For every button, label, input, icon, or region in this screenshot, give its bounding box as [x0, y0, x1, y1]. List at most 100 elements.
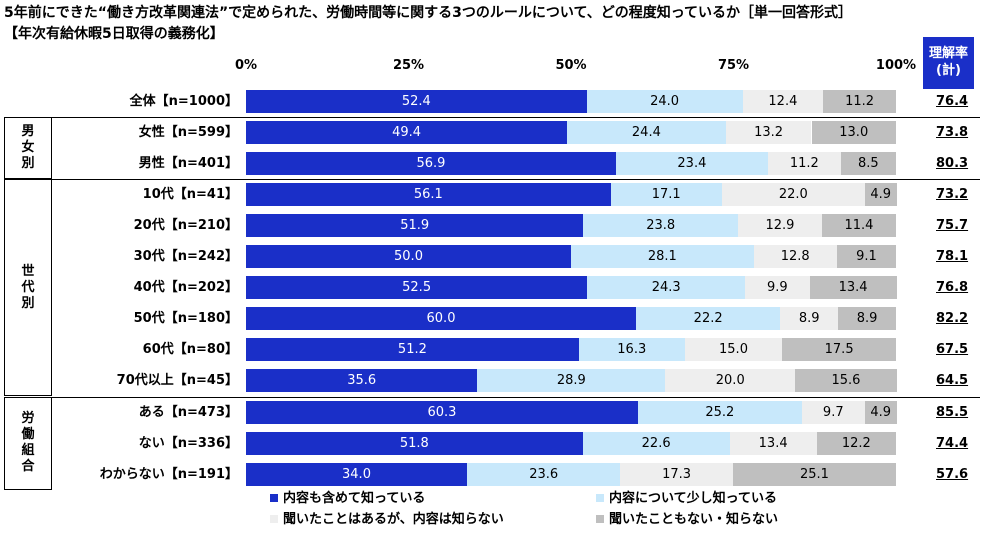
bar-row: 50.0 28.1 12.8 9.1 [246, 245, 896, 268]
bar-segment: 25.1 [732, 462, 896, 486]
data-label: 17.3 [662, 466, 692, 482]
bar-segment: 34.0 [246, 462, 467, 486]
legend-swatch [270, 493, 278, 502]
data-label: 16.3 [617, 342, 647, 358]
bar-segment: 8.9 [838, 307, 896, 331]
understanding-rate: 57.6 [936, 466, 969, 482]
row-label: 10代【n=41】 [142, 186, 238, 202]
bar-segment: 24.0 [586, 89, 743, 113]
data-label: 23.4 [677, 155, 707, 171]
data-label: 52.5 [402, 280, 432, 296]
data-label: 12.8 [780, 249, 810, 264]
bar-segment: 9.9 [745, 276, 810, 300]
bar-segment: 11.4 [821, 213, 896, 237]
row-label: 40代【n=202】 [133, 280, 238, 296]
bar-segment: 17.5 [782, 338, 896, 362]
legend-swatch [596, 493, 604, 502]
row-label: ある【n=473】 [138, 404, 238, 420]
data-label: 9.9 [767, 280, 788, 296]
data-label: 51.9 [400, 217, 430, 233]
bar-segment: 23.4 [615, 151, 768, 175]
group-label-char: 別 [21, 155, 35, 171]
x-axis-tick-label: 50% [555, 58, 587, 73]
data-label: 23.8 [646, 217, 676, 233]
data-label: 13.2 [754, 124, 784, 140]
row-label: 30代【n=242】 [133, 249, 238, 264]
bar-segment: 51.9 [246, 213, 584, 237]
bar-row: 51.8 22.6 13.4 12.2 [246, 431, 896, 455]
group-box [4, 178, 52, 397]
data-label: 52.4 [401, 93, 431, 109]
legend-label: 内容について少し知っている [609, 491, 777, 506]
understanding-rate: 64.5 [936, 373, 969, 389]
group-label-char: 別 [21, 295, 35, 311]
group-label-char: 働 [21, 427, 35, 443]
bar-segment: 13.4 [729, 431, 817, 455]
bar-segment: 17.3 [620, 462, 733, 486]
bar-row: 35.6 28.9 20.0 15.6 [246, 369, 897, 393]
data-label: 35.6 [347, 373, 377, 389]
bar-segment: 50.0 [246, 245, 571, 268]
data-label: 4.9 [870, 186, 892, 202]
data-label: 24.3 [651, 280, 681, 296]
bar-segment: 51.2 [246, 338, 579, 362]
chart-subtitle: 【年次有給休暇5日取得の義務化】 [4, 26, 224, 42]
data-label: 25.1 [799, 466, 829, 482]
data-label: 49.4 [392, 124, 422, 140]
bar-segment: 13.2 [725, 120, 812, 144]
data-label: 22.6 [641, 435, 671, 451]
understanding-rate: 82.2 [936, 311, 969, 327]
data-label: 50.0 [394, 249, 423, 264]
data-label: 9.7 [822, 404, 844, 420]
rate-header-line2: (計) [936, 63, 961, 78]
bar-segment: 22.2 [636, 307, 781, 331]
data-label: 56.1 [413, 186, 443, 202]
row-label: 男性【n=401】 [138, 155, 238, 171]
data-label: 15.0 [719, 342, 748, 358]
row-label: 70代以上【n=45】 [116, 373, 238, 389]
bar-row: 49.4 24.4 13.2 13.0 [246, 120, 896, 144]
group-label-char: 代 [21, 279, 35, 295]
data-label: 13.0 [839, 124, 869, 140]
bar-segment: 4.9 [864, 182, 897, 206]
bar-row: 56.1 17.1 22.0 4.9 [246, 182, 897, 206]
x-axis-tick-label: 100% [875, 58, 917, 73]
legend-item: 聞いたこともない・知らない [596, 511, 778, 529]
data-label: 22.0 [778, 186, 808, 202]
bar-segment: 23.8 [583, 213, 739, 237]
data-label: 25.2 [705, 404, 735, 420]
bar-segment: 49.4 [246, 120, 568, 144]
bar-segment: 35.6 [246, 369, 478, 393]
bar-segment: 17.1 [610, 182, 722, 206]
understanding-rate: 74.4 [936, 435, 969, 451]
bar-segment: 52.5 [246, 276, 588, 300]
data-label: 22.2 [693, 311, 723, 327]
bar-segment: 60.0 [246, 307, 636, 331]
bar-row: 51.9 23.8 12.9 11.4 [246, 213, 896, 237]
row-label: わからない【n=191】 [99, 466, 238, 482]
legend-label: 聞いたことはあるが、内容は知らない [283, 512, 504, 527]
legend-label: 内容も含めて知っている [283, 491, 426, 506]
bar-segment: 56.9 [246, 151, 616, 175]
x-axis-tick-label: 0% [234, 58, 258, 73]
bar-segment: 8.5 [840, 151, 896, 175]
group-box [4, 116, 52, 179]
data-label: 20.0 [715, 373, 745, 389]
rate-header: 理解率 (計) [923, 37, 974, 89]
bar-segment: 60.3 [246, 400, 638, 424]
understanding-rate: 75.7 [936, 217, 969, 233]
bar-segment: 15.0 [684, 338, 783, 362]
bar-row: 60.3 25.2 9.7 4.9 [246, 400, 897, 424]
understanding-rate: 85.5 [936, 404, 969, 420]
legend-swatch [270, 514, 278, 523]
data-label: 9.1 [856, 249, 877, 264]
bar-segment: 24.3 [587, 276, 746, 300]
data-label: 60.3 [427, 404, 457, 420]
group-label: 世代別 [4, 264, 52, 312]
bar-segment: 8.9 [780, 307, 839, 331]
data-label: 11.2 [789, 155, 819, 171]
group-box [4, 396, 52, 490]
data-label: 15.6 [831, 373, 861, 389]
row-label: 20代【n=210】 [133, 217, 238, 233]
bar-segment: 56.1 [246, 182, 611, 206]
